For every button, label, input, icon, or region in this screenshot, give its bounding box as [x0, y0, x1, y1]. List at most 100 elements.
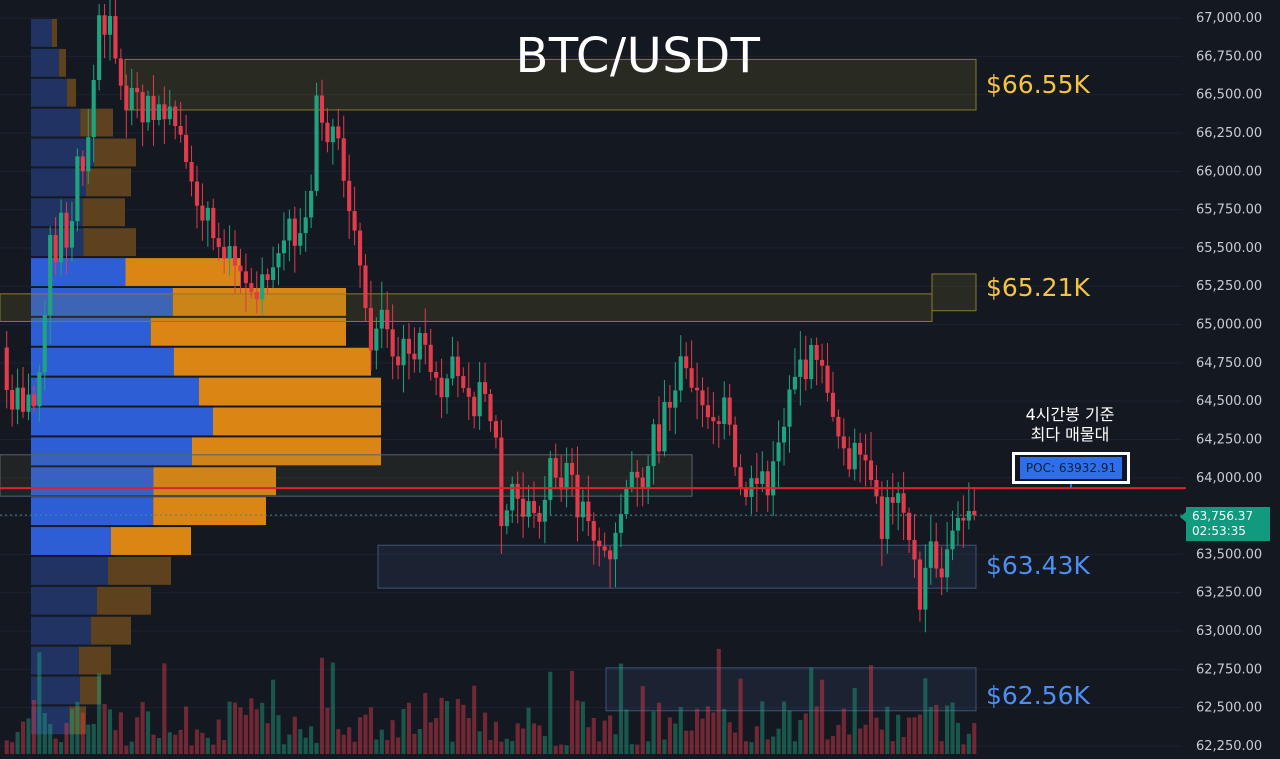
candle-body	[80, 156, 85, 172]
candle-body	[37, 372, 42, 407]
candle-body	[238, 265, 243, 272]
candle-body	[194, 181, 200, 206]
candle-body	[200, 205, 205, 221]
volume-bar	[542, 736, 547, 754]
volume-bar	[684, 730, 689, 754]
volume-profile-buy-bar	[31, 556, 108, 585]
candle-body	[243, 271, 248, 284]
volume-bar	[934, 704, 939, 754]
volume-bar	[406, 702, 412, 754]
volume-bar	[787, 710, 792, 754]
candle-body	[368, 307, 373, 351]
candle-body	[515, 483, 520, 499]
candle-body	[26, 394, 31, 412]
volume-bar	[749, 742, 754, 754]
zone-label-62-56k: $62.56K	[986, 681, 1090, 710]
candle-body	[156, 104, 161, 120]
y-axis-tick-label: 66,500.00	[1196, 88, 1262, 103]
y-axis-tick-label: 64,500.00	[1196, 394, 1262, 409]
current-price-value: 63,756.37	[1192, 509, 1254, 523]
volume-bar	[194, 729, 200, 754]
candle-body	[124, 85, 129, 110]
volume-bar	[140, 702, 145, 754]
candle-body	[97, 15, 102, 81]
volume-profile-sell-bar	[67, 78, 76, 107]
candle-body	[689, 368, 694, 388]
candle-body	[912, 539, 917, 560]
volume-bar	[689, 730, 694, 754]
volume-bar	[53, 738, 58, 754]
volume-bar	[379, 729, 384, 754]
volume-profile-sell-bar	[79, 646, 111, 675]
volume-profile-sell-bar	[80, 676, 101, 705]
volume-bar	[814, 706, 819, 754]
volume-profile-sell-bar	[83, 228, 136, 257]
candle-body	[667, 401, 672, 408]
volume-bar	[167, 732, 172, 754]
candle-body	[450, 356, 455, 379]
volume-bar	[716, 648, 721, 754]
volume-bar	[211, 744, 216, 754]
volume-bar	[830, 736, 836, 754]
volume-profile-sell-bar	[153, 467, 276, 496]
volume-bar	[510, 741, 515, 754]
candle-body	[928, 541, 933, 568]
zone-label-66-55k: $66.55K	[986, 70, 1090, 99]
volume-bar	[656, 702, 662, 754]
zone-label-65-21k: $65.21K	[986, 273, 1090, 302]
candle-body	[629, 471, 634, 488]
candle-body	[189, 161, 194, 182]
volume-profile-buy-bar	[31, 347, 174, 376]
candle-body	[820, 359, 825, 366]
volume-bar	[390, 720, 395, 754]
y-axis-tick-label: 66,750.00	[1196, 49, 1262, 64]
volume-bar	[743, 741, 749, 754]
candle-body	[531, 501, 537, 513]
volume-profile-buy-bar	[31, 527, 111, 555]
volume-bar	[341, 734, 346, 754]
candle-body	[727, 397, 732, 425]
candle-body	[934, 541, 939, 569]
volume-bar	[80, 712, 85, 754]
candle-body	[591, 521, 596, 541]
candle-body	[841, 436, 846, 449]
volume-bar	[629, 744, 634, 754]
candle-body	[113, 15, 118, 59]
candle-body	[521, 498, 526, 517]
candle-body	[776, 442, 781, 462]
candle-body	[135, 87, 140, 93]
candle-body	[292, 218, 297, 246]
candle-body	[178, 126, 183, 135]
volume-bar	[586, 727, 591, 754]
candle-body	[781, 426, 787, 443]
volume-bar	[178, 729, 183, 754]
candle-body	[75, 156, 80, 222]
volume-bar	[450, 741, 455, 754]
volume-bar	[917, 714, 922, 754]
candle-body	[53, 235, 58, 263]
volume-bar	[107, 709, 113, 754]
candle-body	[586, 501, 591, 522]
volume-bar	[651, 711, 656, 754]
volume-profile-buy-bar	[31, 287, 173, 316]
candle-body	[684, 356, 689, 369]
volume-bar	[48, 724, 53, 754]
volume-bar	[124, 745, 129, 754]
volume-bar	[733, 732, 738, 754]
volume-profile-sell-bar	[94, 138, 136, 167]
candle-body	[640, 477, 645, 488]
volume-profile-buy-bar	[31, 377, 199, 406]
candle-body	[662, 401, 667, 452]
volume-profile-sell-bar	[172, 287, 346, 316]
volume-bar	[646, 741, 651, 754]
volume-bar	[493, 721, 499, 754]
volume-bar	[836, 724, 841, 754]
volume-bar	[477, 731, 482, 754]
candle-body	[167, 106, 172, 120]
volume-bar	[792, 741, 797, 754]
y-axis-tick-label: 64,750.00	[1196, 356, 1262, 371]
price-tag-caret	[1180, 512, 1186, 522]
candle-body	[309, 190, 314, 218]
